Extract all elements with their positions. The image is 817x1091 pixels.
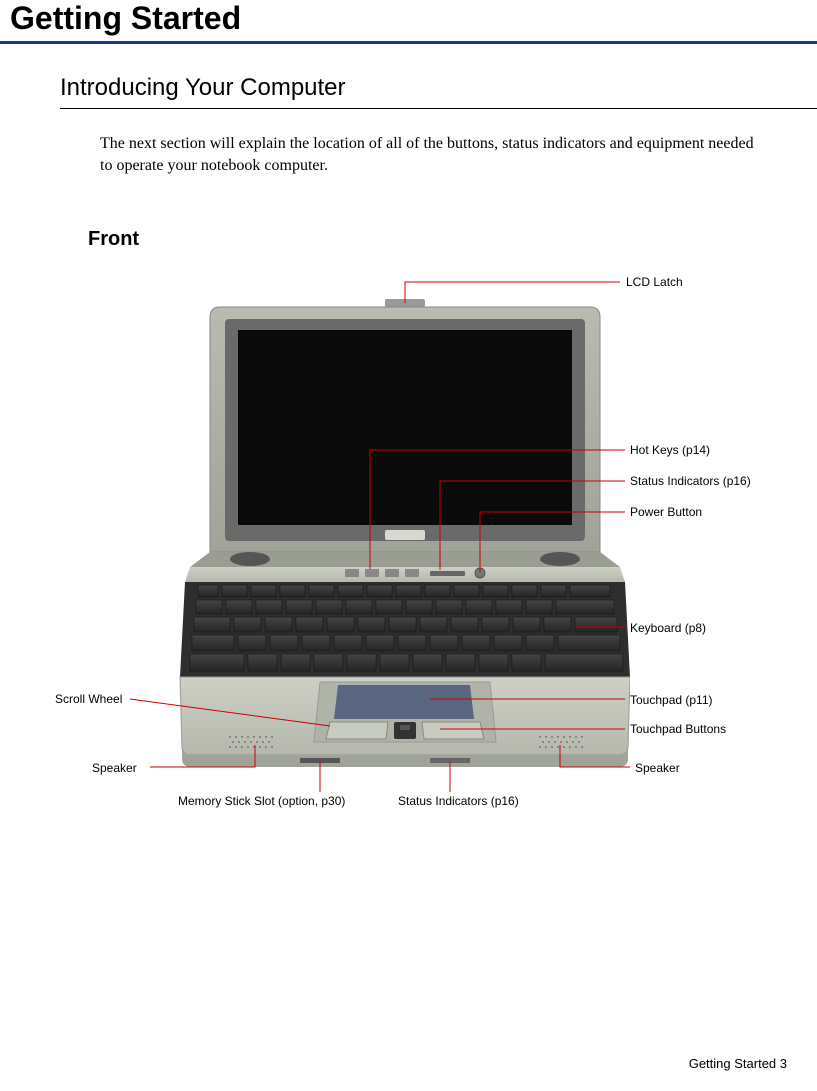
callout-keyboard: Keyboard (p8) [630,621,706,635]
callout-lcd-latch: LCD Latch [626,275,683,289]
diagram-area: LCD Latch Hot Keys (p14) Status Indicato… [0,267,817,827]
section-title-underline [60,108,817,109]
page-title: Getting Started [0,0,817,41]
callout-speaker-left: Speaker [92,761,137,775]
callout-touchpad: Touchpad (p11) [630,693,713,707]
callout-status-indicators-bottom: Status Indicators (p16) [398,794,519,808]
callout-scroll-wheel: Scroll Wheel [55,692,122,706]
callout-power-button: Power Button [630,505,702,519]
callout-status-indicators-top: Status Indicators (p16) [630,474,751,488]
callout-lines [0,267,817,827]
section-title: Introducing Your Computer [60,74,817,102]
callout-hot-keys: Hot Keys (p14) [630,443,710,457]
subsection-title: Front [88,228,817,251]
page-footer: Getting Started 3 [689,1056,787,1071]
page-title-underline [0,41,817,44]
callout-speaker-right: Speaker [635,761,680,775]
intro-text: The next section will explain the locati… [100,133,767,178]
callout-memory-stick: Memory Stick Slot (option, p30) [178,794,345,808]
callout-touchpad-buttons: Touchpad Buttons [630,722,726,736]
